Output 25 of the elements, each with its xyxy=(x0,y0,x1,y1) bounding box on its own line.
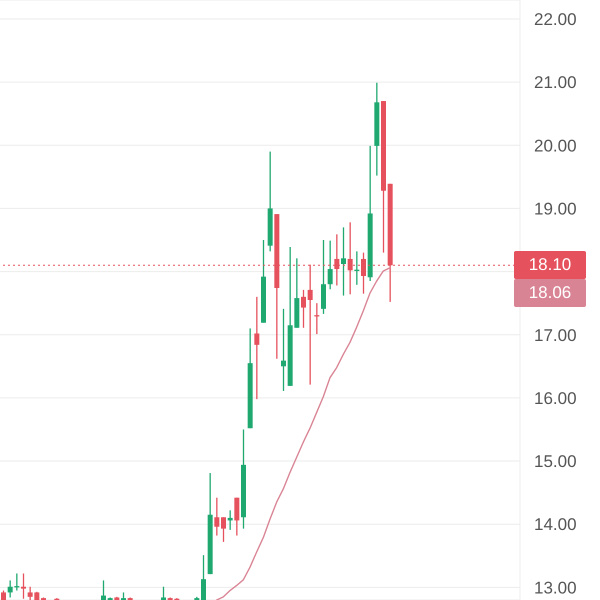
candlestick xyxy=(21,572,26,600)
y-tick-label: 13.00 xyxy=(534,578,577,598)
candlestick xyxy=(1,590,6,600)
candlestick xyxy=(354,250,360,286)
line-series xyxy=(216,267,391,600)
candlestick xyxy=(28,586,33,600)
y-tick-label: 14.00 xyxy=(534,515,577,534)
candlestick xyxy=(254,296,260,400)
candlestick xyxy=(161,586,166,600)
y-tick-label: 20.00 xyxy=(534,136,577,156)
candlestick xyxy=(228,510,233,531)
candlestick xyxy=(14,572,20,592)
ref-line-label: 18.10 xyxy=(514,251,586,280)
y-tick-label: 17.00 xyxy=(534,326,577,345)
candlestick xyxy=(314,302,320,335)
y-tick-label: 16.00 xyxy=(534,388,577,408)
candlestick xyxy=(8,580,13,598)
candlestick xyxy=(341,226,346,296)
y-tick-label: 15.00 xyxy=(534,452,577,472)
y-tick-label: 21.00 xyxy=(534,73,577,92)
text: 18.06 xyxy=(514,279,586,308)
candlestick xyxy=(234,497,240,536)
y-tick-label: 22.00 xyxy=(534,10,577,29)
y-tick-label: 19.00 xyxy=(534,199,577,218)
candlestick xyxy=(328,240,333,290)
